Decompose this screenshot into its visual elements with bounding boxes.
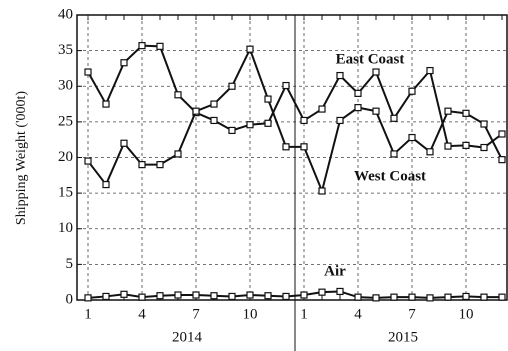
point-marker <box>462 141 470 149</box>
x-tick-label: 1 <box>300 306 308 322</box>
series-label: East Coast <box>336 51 405 67</box>
point-marker <box>210 100 218 108</box>
x-tick-label: 4 <box>138 306 146 322</box>
point-marker <box>174 91 182 99</box>
y-tick-label: 5 <box>66 256 74 272</box>
point-marker <box>390 114 398 122</box>
y-tick-label: 0 <box>66 291 74 307</box>
x-tick-label: 10 <box>459 306 474 322</box>
point-marker <box>318 187 326 195</box>
y-tick-label: 25 <box>58 113 73 129</box>
y-tick-label: 15 <box>58 185 73 201</box>
x-tick-label: 7 <box>192 306 200 322</box>
point-marker <box>336 116 344 125</box>
point-marker <box>354 104 362 112</box>
y-axis-label: Shipping Weight ('000t) <box>14 91 29 225</box>
point-marker <box>408 87 416 95</box>
point-marker <box>102 180 110 189</box>
point-marker <box>138 161 146 169</box>
point-marker <box>246 291 254 299</box>
point-marker <box>318 288 326 296</box>
point-marker <box>174 150 182 158</box>
point-marker <box>156 161 164 169</box>
point-marker <box>462 292 470 301</box>
point-marker <box>282 143 290 151</box>
y-tick-label: 35 <box>58 42 73 58</box>
point-marker <box>264 95 272 103</box>
point-marker <box>480 120 488 128</box>
y-tick-label: 20 <box>58 149 73 165</box>
point-marker <box>192 291 200 299</box>
point-marker <box>156 42 164 50</box>
y-tick-label: 30 <box>58 78 73 94</box>
point-marker <box>102 292 110 301</box>
point-marker <box>228 82 236 90</box>
year-label: 2015 <box>388 329 418 345</box>
x-tick-label: 7 <box>408 306 416 322</box>
point-marker <box>390 150 398 158</box>
point-marker <box>480 293 488 301</box>
point-marker <box>408 133 416 142</box>
point-marker <box>444 293 452 301</box>
series-label: Air <box>324 263 346 279</box>
x-tick-label: 4 <box>354 306 362 322</box>
plot-frame <box>76 14 508 301</box>
point-marker <box>498 293 506 301</box>
point-marker <box>228 292 236 301</box>
point-marker <box>354 293 362 301</box>
point-marker <box>174 291 182 299</box>
y-tick-label: 10 <box>58 220 73 236</box>
point-marker <box>156 292 164 300</box>
y-tick-label: 40 <box>58 6 73 22</box>
point-marker <box>192 107 200 115</box>
point-marker <box>84 157 92 165</box>
point-marker <box>282 81 290 90</box>
point-marker <box>444 142 452 150</box>
point-marker <box>336 287 344 296</box>
point-marker <box>426 148 434 156</box>
point-marker <box>84 294 92 302</box>
point-marker <box>372 107 380 115</box>
point-marker <box>444 107 452 115</box>
point-marker <box>318 105 326 113</box>
point-marker <box>228 126 236 135</box>
point-marker <box>372 68 380 76</box>
point-marker <box>84 68 92 76</box>
point-marker <box>120 290 128 298</box>
x-tick-label: 10 <box>243 306 258 322</box>
point-marker <box>246 45 254 53</box>
point-marker <box>138 293 146 301</box>
point-marker <box>336 71 344 80</box>
point-marker <box>354 89 362 97</box>
point-marker <box>426 294 434 302</box>
point-marker <box>390 293 398 301</box>
point-marker <box>138 42 146 50</box>
point-marker <box>426 66 434 75</box>
point-marker <box>102 100 110 108</box>
point-marker <box>498 156 506 164</box>
point-marker <box>210 116 218 125</box>
point-marker <box>300 291 308 299</box>
point-marker <box>246 121 254 129</box>
point-marker <box>498 130 506 138</box>
point-marker <box>408 293 416 301</box>
point-marker <box>282 292 290 301</box>
point-marker <box>300 143 308 151</box>
x-tick-label: 1 <box>84 306 92 322</box>
point-marker <box>372 294 380 302</box>
point-marker <box>264 119 272 127</box>
point-marker <box>462 109 470 117</box>
point-marker <box>210 292 218 300</box>
year-label: 2014 <box>172 329 203 345</box>
point-marker <box>120 59 128 67</box>
series-label: West Coast <box>354 168 426 184</box>
point-marker <box>300 116 308 125</box>
point-marker <box>120 139 128 147</box>
point-marker <box>480 143 488 152</box>
point-marker <box>264 292 272 300</box>
